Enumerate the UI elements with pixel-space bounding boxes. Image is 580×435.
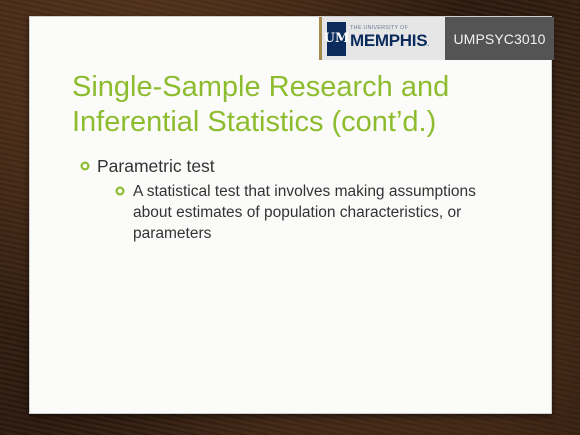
logo-big-text: MEMPHIS [350, 30, 428, 50]
logo-big-text-wrap: MEMPHIS. [350, 30, 430, 53]
slide-title-line-1: Single-Sample Research and [72, 71, 450, 103]
bullet-list: Parametric test A statistical test that … [80, 155, 510, 244]
logo-dot: . [427, 38, 430, 48]
course-code: UMPSYC3010 [453, 30, 546, 47]
logo-mark-text: UM [323, 31, 350, 46]
slide-title-line-2: Inferential Statistics (cont’d.) [72, 106, 437, 138]
bullet-text: Parametric test [97, 156, 215, 176]
logo-small-text: THE UNIVERSITY OF [350, 24, 408, 31]
sub-bullet-text: A statistical test that involves making … [133, 183, 476, 242]
university-logo-bar: UM THE UNIVERSITY OF MEMPHIS. UMPSYC3010 [319, 17, 554, 60]
sub-bullet-item: A statistical test that involves making … [113, 181, 510, 244]
slide: UM THE UNIVERSITY OF MEMPHIS. UMPSYC3010… [29, 16, 554, 414]
bullet-item: Parametric test A statistical test that … [80, 155, 510, 244]
um-monogram-icon: UM [324, 21, 349, 56]
slide-title: Single-Sample Research and Inferential S… [72, 70, 512, 140]
logo-wordmark: THE UNIVERSITY OF MEMPHIS. [350, 25, 429, 53]
hollow-circle-bullet-icon [115, 186, 125, 196]
university-logo: UM THE UNIVERSITY OF MEMPHIS. [322, 17, 445, 60]
hollow-circle-bullet-icon [80, 161, 90, 171]
